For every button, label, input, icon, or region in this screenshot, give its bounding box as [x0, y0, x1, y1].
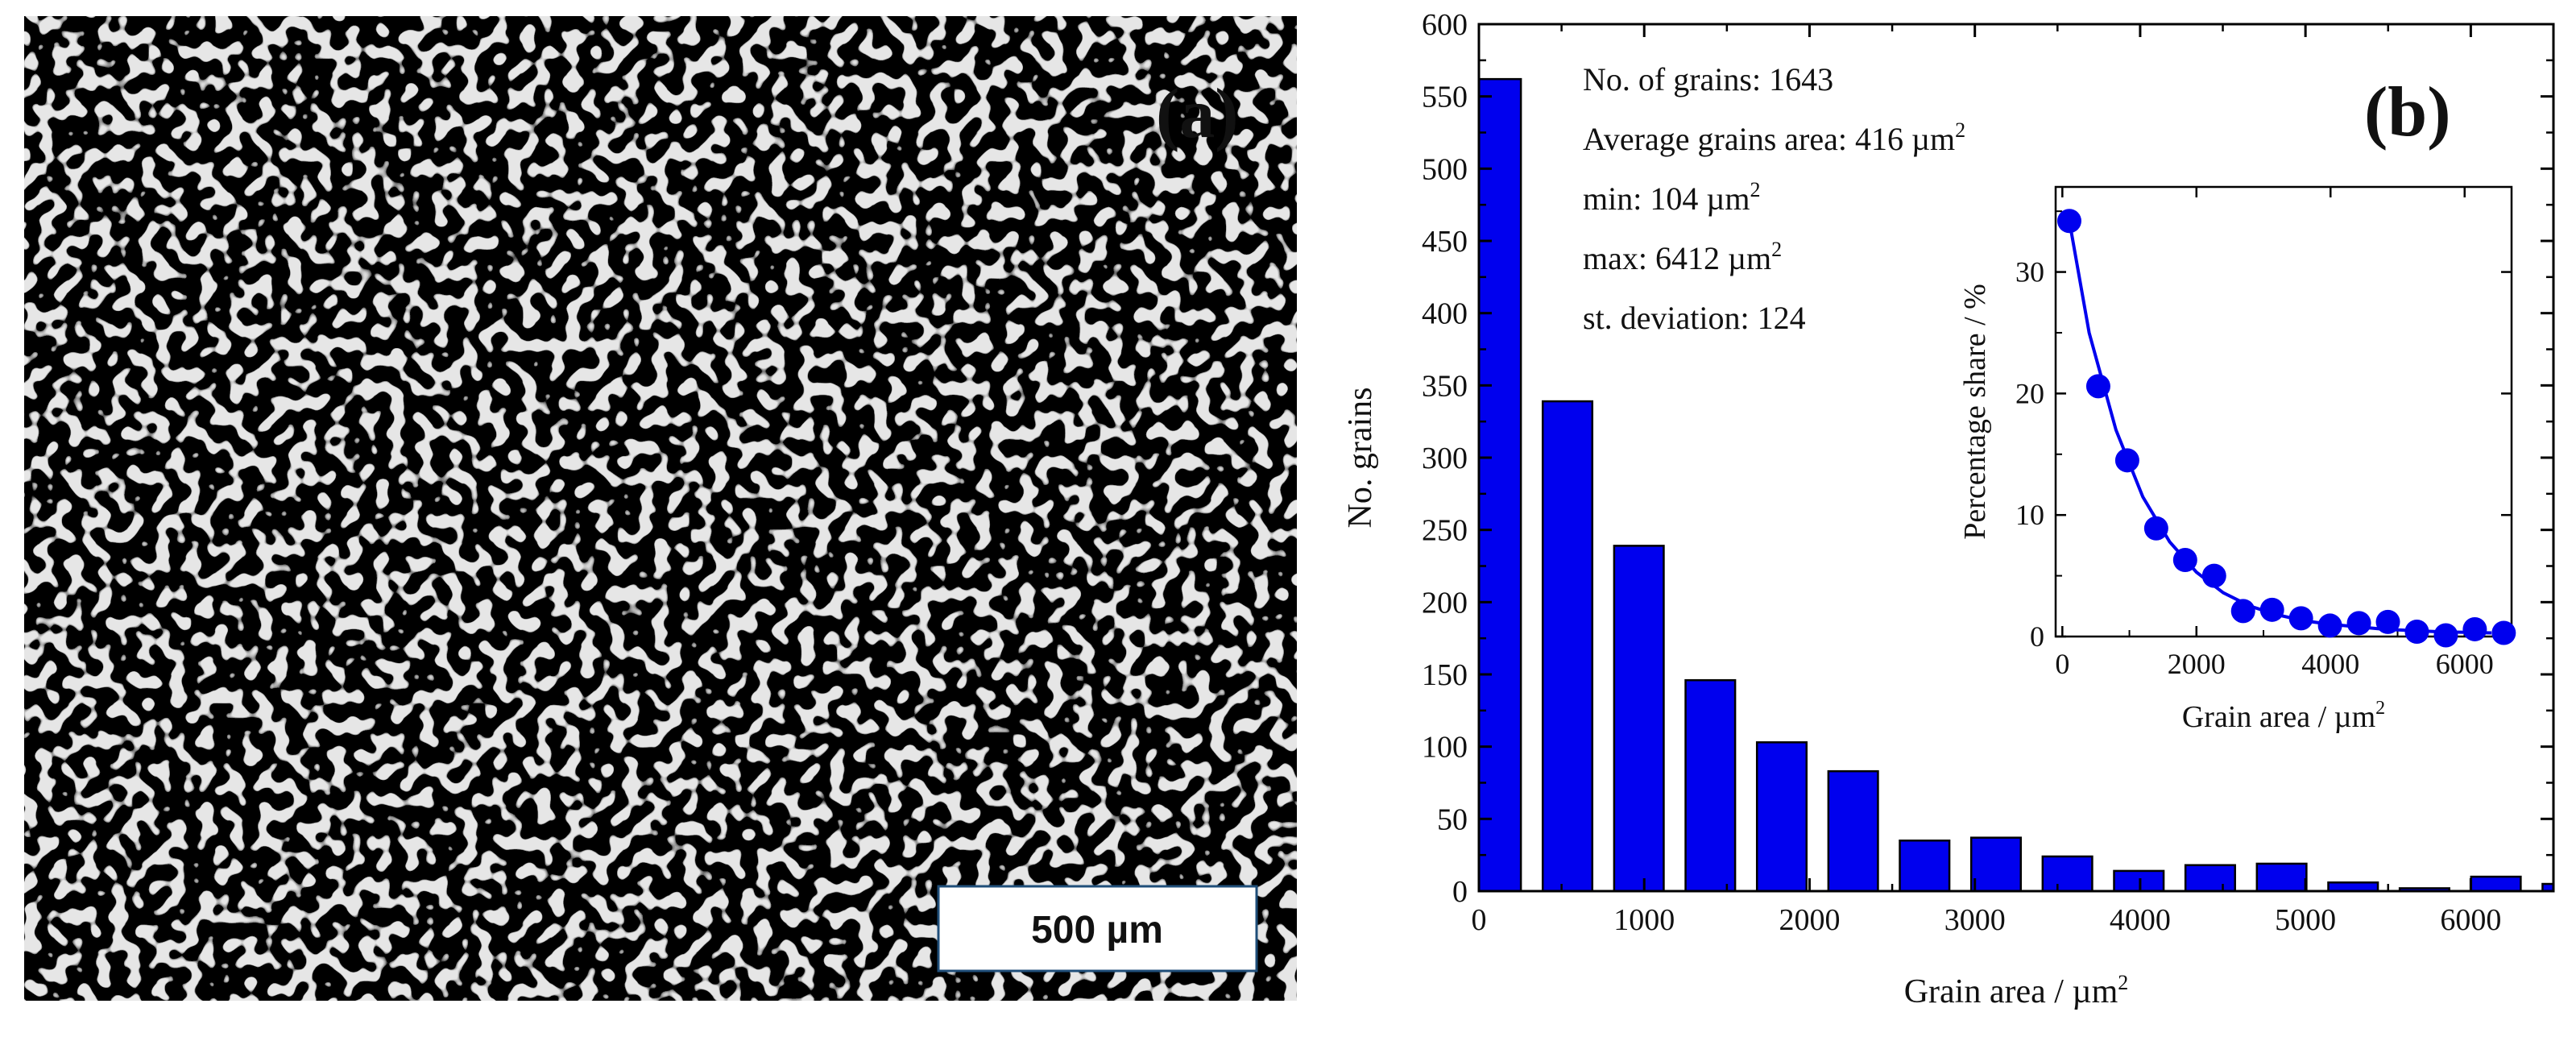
histogram-bar	[1477, 77, 1522, 893]
inset-data-point	[2143, 516, 2168, 541]
inset-data-point	[2491, 620, 2516, 645]
inset-y-axis-title: Percentage share / %	[1958, 284, 1992, 540]
inset-x-tick-label: 0	[2055, 648, 2069, 680]
inset-data-point	[2433, 623, 2458, 648]
inset-x-axis-title: Grain area / µm2	[2182, 698, 2385, 734]
y-tick-label: 500	[1422, 152, 1468, 186]
x-tick-label: 6000	[2440, 903, 2501, 937]
y-tick-label: 300	[1422, 442, 1468, 475]
histogram-bar	[2470, 875, 2522, 893]
scale-bar: 500 µm	[937, 885, 1258, 973]
histogram-bar	[1541, 400, 1594, 893]
y-tick-label: 150	[1422, 658, 1468, 692]
histogram-bar	[2041, 855, 2094, 893]
x-tick-label: 5000	[2275, 903, 2336, 937]
histogram-frame	[1477, 23, 2555, 893]
inset-x-tick-label: 2000	[2168, 648, 2226, 680]
inset-y-tick-label: 20	[2015, 377, 2044, 409]
y-axis-title: No. grains	[1342, 388, 1379, 529]
micrograph-image: (a) 500 µm	[24, 16, 1297, 1001]
inset-data-point	[2114, 448, 2139, 473]
inset-x-tick-label: 6000	[2436, 648, 2494, 680]
panel-b-label: (b)	[2364, 73, 2451, 151]
histogram-bar	[1684, 678, 1737, 893]
inset-y-tick-label: 30	[2015, 256, 2044, 288]
annotation-line: st. deviation: 124	[1583, 300, 1806, 336]
annotation-line: min: 104 µm2	[1583, 178, 1761, 217]
annotation-line: No. of grains: 1643	[1583, 61, 1833, 97]
annotation-line: max: 6412 µm2	[1583, 238, 1782, 276]
inset-data-point	[2056, 209, 2081, 234]
y-tick-label: 50	[1437, 803, 1468, 836]
inset-chart: 0 10 20 30 0 2000 4000 6000 Grain area / µm2 Perc…	[1958, 179, 2528, 734]
x-tick-label: 2000	[1779, 903, 1840, 937]
inset-data-point	[2462, 616, 2487, 641]
inset-data-point	[2172, 547, 2197, 572]
histogram-bar	[1755, 741, 1808, 893]
x-axis-title: Grain area / µm2	[1904, 971, 2129, 1010]
x-tick-label: 3000	[1944, 903, 2006, 937]
inset-data-point	[2375, 609, 2400, 634]
inset-data-point	[2288, 606, 2313, 631]
x-tick-label: 4000	[2110, 903, 2171, 937]
histogram-bar	[1613, 545, 1665, 893]
inset-y-tick-label: 0	[2030, 620, 2044, 653]
annotation-line: Average grains area: 416 µm2	[1583, 118, 1965, 157]
histogram-bar	[1899, 839, 1951, 893]
chart-annotations: No. of grains: 1643 Average grains area: …	[1583, 61, 1965, 336]
inset-background	[2023, 179, 2528, 645]
inset-data-point	[2317, 613, 2342, 638]
scale-bar-label: 500 µm	[1031, 909, 1163, 952]
y-tick-label: 350	[1422, 369, 1468, 403]
x-tick-label: 1000	[1613, 903, 1675, 937]
y-tick-label: 250	[1422, 514, 1468, 548]
y-tick-label: 0	[1452, 875, 1468, 909]
histogram-bar	[1969, 836, 2022, 893]
inset-data-point	[2230, 599, 2255, 624]
histogram-bar	[2327, 881, 2379, 893]
inset-x-tick-label: 4000	[2301, 648, 2359, 680]
y-tick-label: 550	[1422, 81, 1468, 114]
inset-data-point	[2404, 619, 2429, 644]
panel-a-label: (a)	[1156, 75, 1239, 153]
inset-data-point	[2346, 611, 2371, 636]
y-tick-label: 450	[1422, 225, 1468, 259]
histogram-bar	[2113, 869, 2165, 893]
y-tick-label: 600	[1422, 8, 1468, 42]
inset-data-point	[2085, 374, 2110, 399]
y-tick-label: 400	[1422, 297, 1468, 331]
y-tick-label: 100	[1422, 731, 1468, 765]
y-tick-label: 200	[1422, 586, 1468, 620]
micrograph-svg: (a) 500 µm	[24, 16, 1297, 1001]
x-tick-label: 0	[1472, 903, 1487, 937]
inset-y-tick-label: 10	[2015, 499, 2044, 531]
histogram-bar	[2255, 862, 2308, 893]
inset-data-point	[2201, 563, 2226, 588]
inset-data-point	[2259, 597, 2284, 622]
histogram-bar	[1827, 769, 1879, 893]
histogram-bar	[2184, 864, 2236, 893]
inset-frame	[2054, 185, 2513, 638]
